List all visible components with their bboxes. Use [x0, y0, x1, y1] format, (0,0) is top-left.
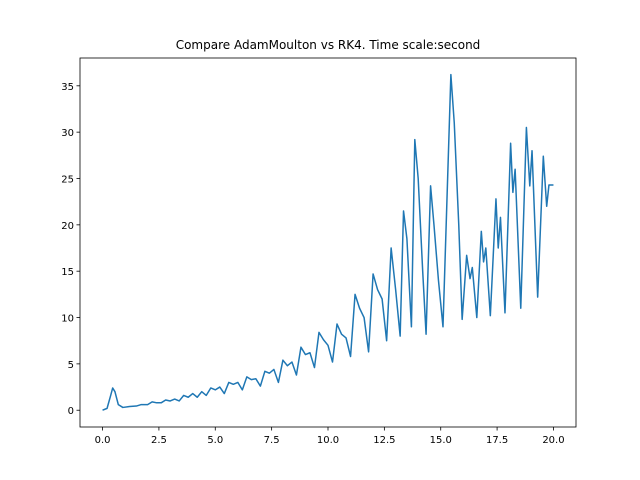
x-tick-label: 12.5	[373, 435, 395, 446]
y-tick-label: 15	[61, 267, 74, 278]
x-tick-label: 15.0	[430, 435, 452, 446]
y-tick-label: 25	[61, 174, 74, 185]
x-tick-label: 5.0	[207, 435, 223, 446]
plot-frame	[79, 57, 577, 428]
chart-title: Compare AdamMoulton vs RK4. Time scale:s…	[176, 38, 481, 52]
x-tick-label: 2.5	[151, 435, 167, 446]
x-tick-label: 20.0	[542, 435, 564, 446]
y-tick-label: 5	[68, 360, 74, 371]
x-tick-label: 7.5	[264, 435, 280, 446]
data-line	[102, 73, 554, 411]
y-tick-label: 0	[68, 406, 74, 417]
y-tick-label: 30	[61, 128, 74, 139]
x-tick-label: 17.5	[486, 435, 508, 446]
x-tick-label: 0.0	[95, 435, 111, 446]
x-tick-label: 10.0	[317, 435, 339, 446]
y-tick-label: 20	[61, 221, 74, 232]
y-tick-label: 35	[61, 82, 74, 93]
y-tick-label: 10	[61, 314, 74, 325]
